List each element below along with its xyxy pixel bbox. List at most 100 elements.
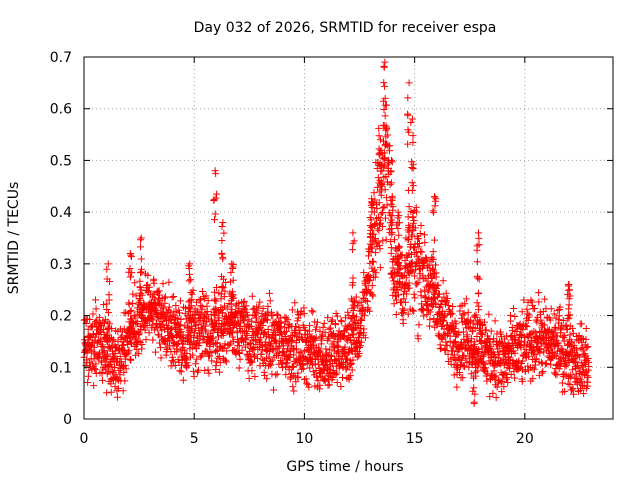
data-point [368, 198, 376, 206]
data-point [379, 237, 387, 245]
data-point [364, 252, 372, 260]
data-point [244, 311, 252, 319]
data-point [569, 329, 577, 337]
data-point [157, 354, 165, 362]
data-point [159, 320, 167, 328]
data-point [213, 346, 221, 354]
data-point [285, 354, 293, 362]
data-point [349, 279, 357, 287]
axis-ticks: 0 0.1 0.2 0.3 0.4 0.5 0.6 0.7 0 5 10 15 20 [50, 50, 613, 447]
data-point [515, 364, 523, 372]
data-point [177, 328, 185, 336]
data-point [264, 310, 272, 318]
data-point [177, 368, 185, 376]
data-point [289, 363, 297, 371]
data-point [216, 368, 224, 376]
data-point [471, 324, 479, 332]
data-point [535, 298, 543, 306]
data-point [103, 275, 111, 283]
data-point [277, 360, 285, 368]
data-point [248, 292, 256, 300]
data-point [390, 236, 398, 244]
data-point [574, 364, 582, 372]
data-point [328, 352, 336, 360]
data-point [375, 199, 383, 207]
data-point [120, 368, 128, 376]
data-point [189, 367, 197, 375]
data-point [84, 372, 92, 380]
data-point [502, 349, 510, 357]
data-point [366, 214, 374, 221]
data-point [161, 340, 169, 348]
data-point [352, 313, 360, 321]
data-point [384, 160, 392, 168]
data-point [459, 328, 467, 336]
data-point [264, 302, 272, 310]
data-point [328, 316, 336, 324]
data-point [110, 369, 118, 377]
data-point [422, 301, 430, 309]
data-point [415, 243, 423, 251]
data-point [458, 356, 466, 364]
data-point [145, 283, 153, 291]
data-point [511, 374, 519, 382]
data-point [455, 346, 463, 354]
data-point [463, 331, 471, 339]
data-point [388, 212, 396, 220]
data-point [335, 349, 343, 357]
data-point [526, 330, 534, 338]
data-point [524, 316, 532, 324]
data-point [219, 253, 227, 261]
data-point [302, 375, 310, 383]
data-point [229, 291, 237, 299]
data-point [98, 358, 106, 366]
data-point [321, 328, 329, 336]
data-point [306, 322, 314, 330]
data-point [285, 324, 293, 332]
data-point [405, 128, 413, 136]
data-point [491, 317, 499, 325]
data-point [204, 297, 212, 305]
data-point [315, 348, 323, 356]
data-point [481, 364, 489, 372]
data-point [561, 387, 569, 395]
data-point [290, 387, 298, 395]
data-point [319, 323, 327, 331]
data-point [390, 277, 398, 285]
data-point [412, 260, 420, 268]
data-point [109, 337, 117, 345]
data-point [387, 156, 395, 164]
data-point [413, 280, 421, 288]
data-point [508, 327, 516, 335]
data-point [142, 336, 150, 344]
data-point [213, 339, 221, 347]
data-point [397, 284, 405, 292]
data-point [409, 132, 417, 140]
data-point [414, 235, 422, 243]
data-point [212, 348, 220, 356]
data-point [387, 216, 395, 224]
data-point [371, 266, 379, 274]
data-point [410, 244, 418, 252]
data-point [199, 287, 207, 295]
data-point [211, 216, 219, 224]
data-point [285, 366, 293, 374]
data-point [159, 280, 167, 288]
data-point [397, 264, 405, 272]
data-point [436, 311, 444, 319]
data-point [346, 372, 354, 380]
data-point [148, 312, 156, 320]
data-point [292, 378, 300, 386]
data-point [207, 336, 215, 344]
data-points [80, 58, 593, 407]
data-point [413, 208, 421, 216]
y-tick-label: 0.7 [50, 50, 72, 66]
data-point [282, 359, 290, 367]
data-point [470, 344, 478, 352]
data-point [444, 302, 452, 310]
data-point [409, 139, 417, 147]
data-point [137, 286, 145, 294]
data-point [367, 226, 375, 234]
data-point [334, 343, 342, 351]
data-point [268, 308, 276, 316]
